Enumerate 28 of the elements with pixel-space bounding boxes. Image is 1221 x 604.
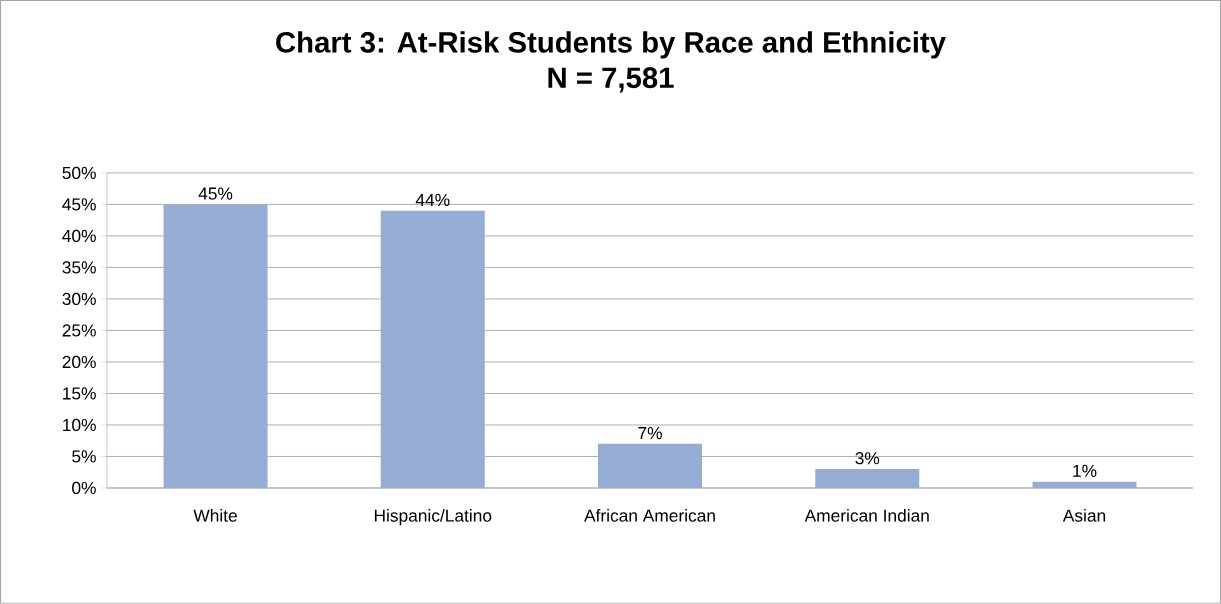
x-tick-label: Hispanic/Latino <box>374 509 492 526</box>
chart-subtitle: N = 7,581 <box>548 67 674 93</box>
data-label: 44% <box>415 193 450 207</box>
y-tick-label: 35% <box>62 261 96 274</box>
y-tick-label: 15% <box>63 387 96 400</box>
y-tick-label: 5% <box>72 450 96 463</box>
x-tick-label: Asian <box>1062 509 1106 522</box>
data-label: 1% <box>1073 464 1097 478</box>
x-tick-label: African American <box>584 509 715 522</box>
y-tick-label: 10% <box>63 418 96 432</box>
data-label: 3% <box>855 452 880 465</box>
data-label: 7% <box>638 427 662 440</box>
y-tick-label: 20% <box>62 355 96 369</box>
x-tick-label: White <box>193 509 237 522</box>
bar <box>598 443 703 489</box>
y-tick-label: 45% <box>62 198 96 211</box>
y-tick-label: 25% <box>62 324 96 337</box>
x-tick-label: American Indian <box>804 509 929 522</box>
bar <box>380 210 485 489</box>
chart-title: Chart 3: At-Risk Students by Race and Ethnicity <box>276 31 946 59</box>
y-tick-label: 50% <box>62 166 96 180</box>
y-tick-label: 40% <box>62 229 96 243</box>
bar <box>815 469 920 489</box>
bar <box>163 204 268 489</box>
data-label: 45% <box>198 187 233 200</box>
y-tick-label: 0% <box>72 481 96 495</box>
bar <box>1032 481 1137 489</box>
y-tick-label: 30% <box>62 292 96 306</box>
